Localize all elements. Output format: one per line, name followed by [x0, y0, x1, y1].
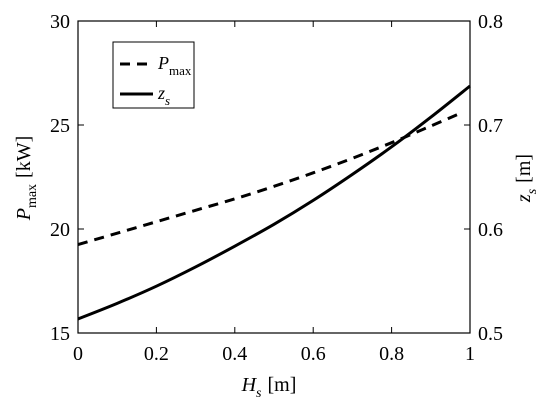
- legend-box: [112, 41, 195, 109]
- x-axis-label-unit: [m]: [268, 374, 297, 396]
- y-left-axis-label-main: P: [13, 208, 35, 221]
- legend-label-zs-main: z: [157, 83, 165, 103]
- y-left-tick-label: 20: [50, 219, 70, 241]
- y-left-axis-label-subscript: max: [25, 184, 40, 208]
- y-right-axis-label-unit: [m]: [513, 154, 535, 183]
- x-tick-label: 0.2: [144, 343, 169, 365]
- x-tick-label: 0.8: [379, 343, 404, 365]
- plot-layer: [77, 84, 471, 321]
- y-right-axis-label-main: z: [513, 194, 535, 203]
- legend-label-pmax: Pmax: [157, 53, 192, 78]
- y-right-axis-label-subscript: s: [525, 188, 540, 194]
- x-tick-label: 0.6: [301, 343, 326, 365]
- x-axis-label: Hs [m]: [241, 374, 297, 401]
- y-right-axis-label: zs [m]: [513, 154, 540, 203]
- legend-label-zs-subscript: s: [165, 93, 170, 108]
- y-right-tick-label: 0.6: [478, 219, 503, 241]
- legend-label-zs: zs: [157, 83, 170, 108]
- y-left-axis-label-unit: [kW]: [13, 136, 35, 178]
- y-right-tick-label: 0.8: [478, 11, 503, 33]
- x-tick-label: 0: [73, 343, 83, 365]
- y-left-tick-label: 25: [50, 115, 70, 137]
- y-right-tick-label: 0.5: [478, 323, 503, 345]
- series-line-zs: [77, 84, 471, 321]
- y-left-axis-label: Pmax [kW]: [13, 136, 40, 222]
- axes-layer: 0 0.2 0.4 0.6 0.8 1 15 20 25 30 0.5 0.6 0.7 0.8 Hs [m] P…: [13, 11, 540, 401]
- x-axis-label-main: H: [241, 374, 258, 396]
- y-left-tick-label: 15: [50, 323, 70, 345]
- legend-label-pmax-main: P: [157, 53, 169, 73]
- x-tick-label: 1: [465, 343, 475, 365]
- y-right-tick-label: 0.7: [478, 115, 503, 137]
- legend-label-pmax-subscript: max: [169, 63, 192, 78]
- x-axis-label-subscript: s: [256, 386, 262, 401]
- y-left-tick-label: 30: [50, 11, 70, 33]
- x-tick-label: 0.4: [222, 343, 247, 365]
- plot-frame: [77, 20, 471, 334]
